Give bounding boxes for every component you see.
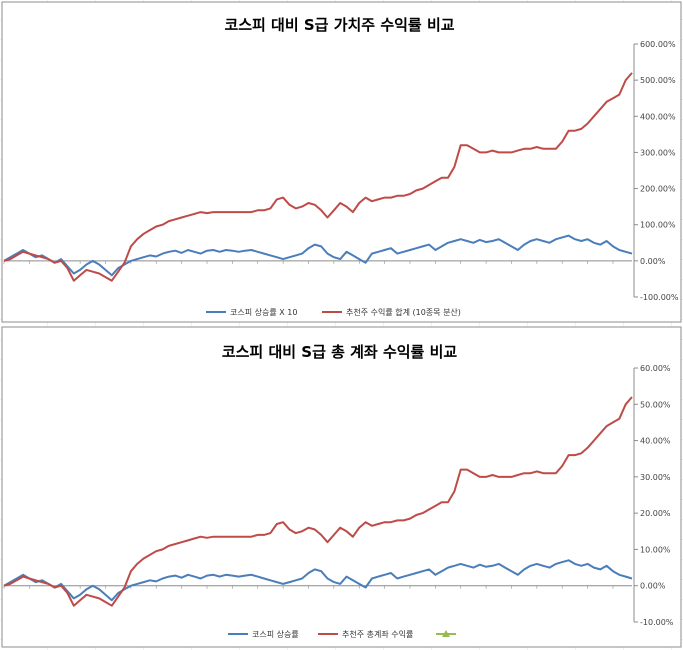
legend-entry-2: 추천주 총계좌 수익률 — [342, 629, 413, 639]
y-tick-label: 500.00% — [640, 76, 676, 85]
y-tick-label: 20.00% — [640, 509, 671, 518]
y-tick-label: 600.00% — [640, 40, 676, 49]
chart-title: 코스피 대비 S급 가치주 수익률 비교 — [224, 16, 454, 34]
y-tick-label: -100.00% — [640, 293, 679, 302]
legend-entry-1: 코스피 상승률 — [252, 629, 299, 639]
series-line-2 — [3, 72, 633, 282]
y-tick-label: 200.00% — [640, 185, 676, 194]
chart-area — [1, 326, 682, 648]
chart-2: 코스피 대비 S급 총 계좌 수익률 비교 60.00% 50.00% 40.00% 3… — [1, 326, 682, 648]
series-line-1 — [3, 234, 633, 277]
chart-title: 코스피 대비 S급 총 계좌 수익률 비교 — [222, 343, 458, 361]
series-line-2 — [3, 396, 633, 607]
y-tick-label: 40.00% — [640, 437, 671, 446]
y-tick-label: 0.00% — [640, 582, 666, 591]
y-tick-label: -10.00% — [640, 618, 674, 627]
y-tick-label: 100.00% — [640, 221, 676, 230]
y-tick-label: 10.00% — [640, 545, 671, 554]
series-line-1 — [3, 559, 633, 602]
y-tick-label: 400.00% — [640, 112, 676, 121]
legend-entry-2: 추천주 수익률 합계 (10종목 분산) — [346, 307, 461, 317]
y-tick-label: 300.00% — [640, 148, 676, 157]
y-tick-label: 50.00% — [640, 400, 671, 409]
y-tick-label: 30.00% — [640, 473, 671, 482]
y-tick-label: 0.00% — [640, 257, 666, 266]
legend-marker-triangle — [442, 630, 450, 637]
chart-1: 코스피 대비 S급 가치주 수익률 비교 600.00% 500.00% 400.00… — [1, 1, 682, 323]
y-tick-label: 60.00% — [640, 364, 671, 373]
chart-area — [1, 1, 682, 323]
legend-entry-1: 코스피 상승률 X 10 — [230, 307, 297, 317]
